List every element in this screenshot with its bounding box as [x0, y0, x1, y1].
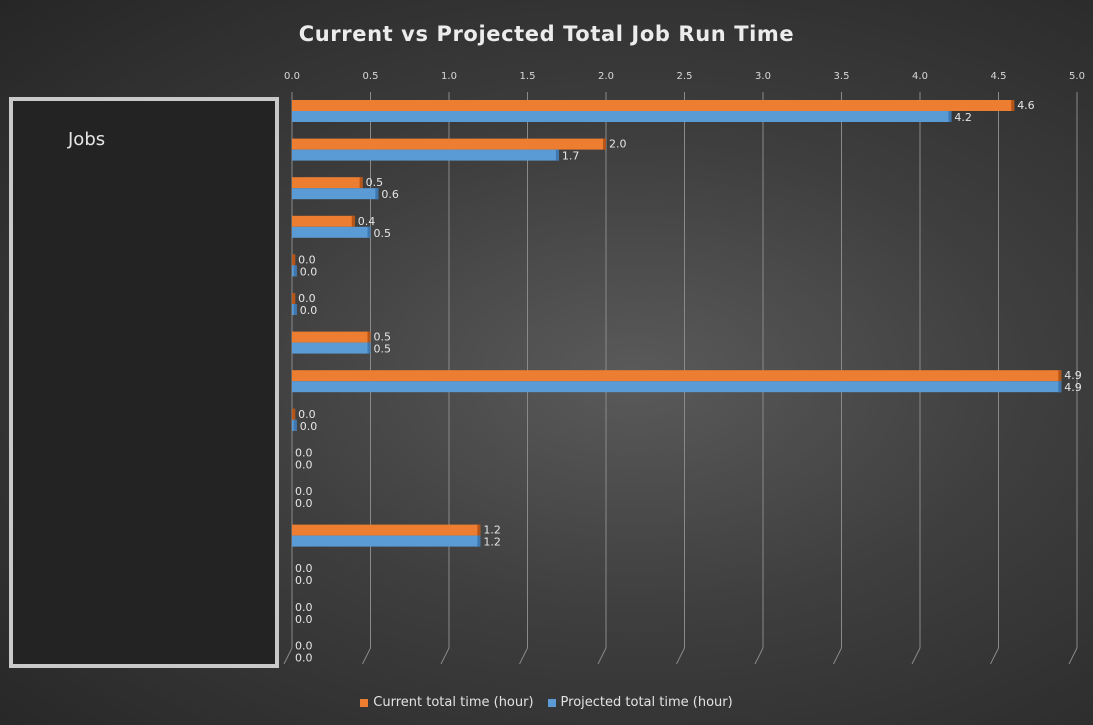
x-tick-label: 1.5: [520, 71, 536, 82]
bar-projected: [292, 111, 952, 122]
gridline-foot: [362, 647, 371, 665]
data-label-current: 0.0: [295, 562, 313, 575]
data-label-projected: 0.6: [381, 188, 399, 201]
data-label-projected: 4.9: [1064, 381, 1082, 394]
data-label-projected: 1.2: [483, 536, 501, 549]
x-tick-label: 2.0: [598, 71, 614, 82]
data-label-projected: 0.0: [295, 497, 313, 510]
x-tick-label: 0.0: [284, 71, 300, 82]
legend-label-projected: Projected total time (hour): [560, 695, 733, 710]
bar-projected: [292, 149, 559, 161]
bar-end-shade: [293, 304, 297, 315]
bar-projected: [292, 381, 1062, 393]
bar-end-shade: [351, 215, 355, 227]
bar-end-shade: [359, 177, 363, 189]
data-label-current: 0.0: [298, 253, 316, 266]
x-tick-label: 2.5: [677, 71, 693, 82]
bar-current: [292, 215, 355, 227]
data-label-current: 0.0: [295, 446, 313, 459]
gridline-foot: [440, 647, 450, 665]
bar-projected: [292, 342, 371, 354]
legend: Current total time (hour) Projected tota…: [0, 695, 1093, 710]
x-tick-label: 4.0: [912, 71, 928, 82]
x-tick-label: 1.0: [441, 71, 457, 82]
data-label-current: 1.2: [483, 524, 501, 537]
x-tick-label: 3.0: [755, 71, 771, 82]
x-tick-label: 5.0: [1069, 71, 1085, 82]
data-label-current: 0.0: [295, 639, 313, 652]
data-label-current: 0.4: [358, 215, 376, 228]
bar-end-shade: [292, 408, 296, 420]
gridline-foot: [833, 647, 842, 665]
bar-end-shade: [1058, 381, 1062, 393]
bar-projected: [292, 535, 481, 547]
data-label-projected: 0.0: [300, 265, 318, 278]
bar-current: [292, 331, 371, 343]
data-label-current: 0.0: [298, 408, 316, 421]
data-label-projected: 0.0: [295, 651, 313, 664]
bar-projected: [292, 188, 379, 200]
data-label-current: 2.0: [609, 138, 627, 151]
bar-current: [292, 138, 606, 150]
legend-swatch-current: [360, 698, 369, 707]
gridline-foot: [676, 647, 685, 665]
bar-end-shade: [555, 149, 559, 161]
data-label-projected: 1.7: [562, 150, 580, 163]
data-label-projected: 0.0: [295, 458, 313, 471]
bar-current: [292, 370, 1062, 382]
x-tick-label: 0.5: [363, 71, 379, 82]
data-label-projected: 4.2: [954, 111, 972, 124]
data-label-current: 0.0: [295, 485, 313, 498]
data-label-current: 0.0: [298, 292, 316, 305]
data-label-projected: 0.5: [374, 343, 392, 356]
data-label-current: 0.0: [295, 601, 313, 614]
data-label-current: 0.5: [366, 176, 384, 189]
bar-end-shade: [477, 535, 481, 547]
bar-end-shade: [1011, 100, 1015, 111]
y-axis-label: Jobs: [68, 129, 106, 150]
bar-current: [292, 524, 481, 536]
legend-label-current: Current total time (hour): [373, 695, 534, 710]
bar-current: [292, 177, 363, 189]
bar-end-shade: [293, 265, 297, 277]
bar-end-shade: [1058, 370, 1062, 382]
legend-item-projected: Projected total time (hour): [547, 695, 733, 710]
gridline-foot: [597, 647, 607, 665]
legend-swatch-projected: [547, 698, 556, 707]
data-label-projected: 0.0: [300, 304, 318, 317]
data-label-projected: 0.0: [300, 420, 318, 433]
gridline-foot: [1068, 647, 1078, 665]
chart-title: Current vs Projected Total Job Run Time: [298, 22, 795, 46]
bar-end-shade: [477, 524, 481, 536]
bar-current: [292, 100, 1015, 111]
gridline-foot: [283, 647, 293, 665]
bar-end-shade: [292, 293, 296, 304]
bar-end-shade: [603, 138, 606, 150]
bar-projected: [292, 226, 371, 238]
x-tick-label: 3.5: [834, 71, 850, 82]
bar-end-shade: [367, 342, 371, 354]
data-label-current: 0.5: [374, 331, 392, 344]
data-label-projected: 0.5: [374, 227, 392, 240]
x-tick-label: 4.5: [991, 71, 1007, 82]
data-label-projected: 0.0: [295, 613, 313, 626]
data-label-current: 4.6: [1017, 99, 1034, 112]
data-label-projected: 0.0: [295, 574, 313, 587]
data-label-current: 4.9: [1064, 369, 1082, 382]
gridline-foot: [911, 647, 921, 665]
gridline-foot: [754, 647, 764, 665]
legend-item-current: Current total time (hour): [360, 695, 534, 710]
gridline-foot: [990, 647, 999, 665]
bar-end-shade: [367, 226, 371, 238]
gridline-foot: [519, 647, 528, 665]
jobs-category-panel: Jobs: [9, 97, 279, 668]
bar-end-shade: [375, 188, 379, 200]
bar-end-shade: [292, 254, 296, 266]
bar-end-shade: [293, 419, 297, 431]
bar-end-shade: [948, 111, 952, 122]
bar-end-shade: [367, 331, 371, 343]
